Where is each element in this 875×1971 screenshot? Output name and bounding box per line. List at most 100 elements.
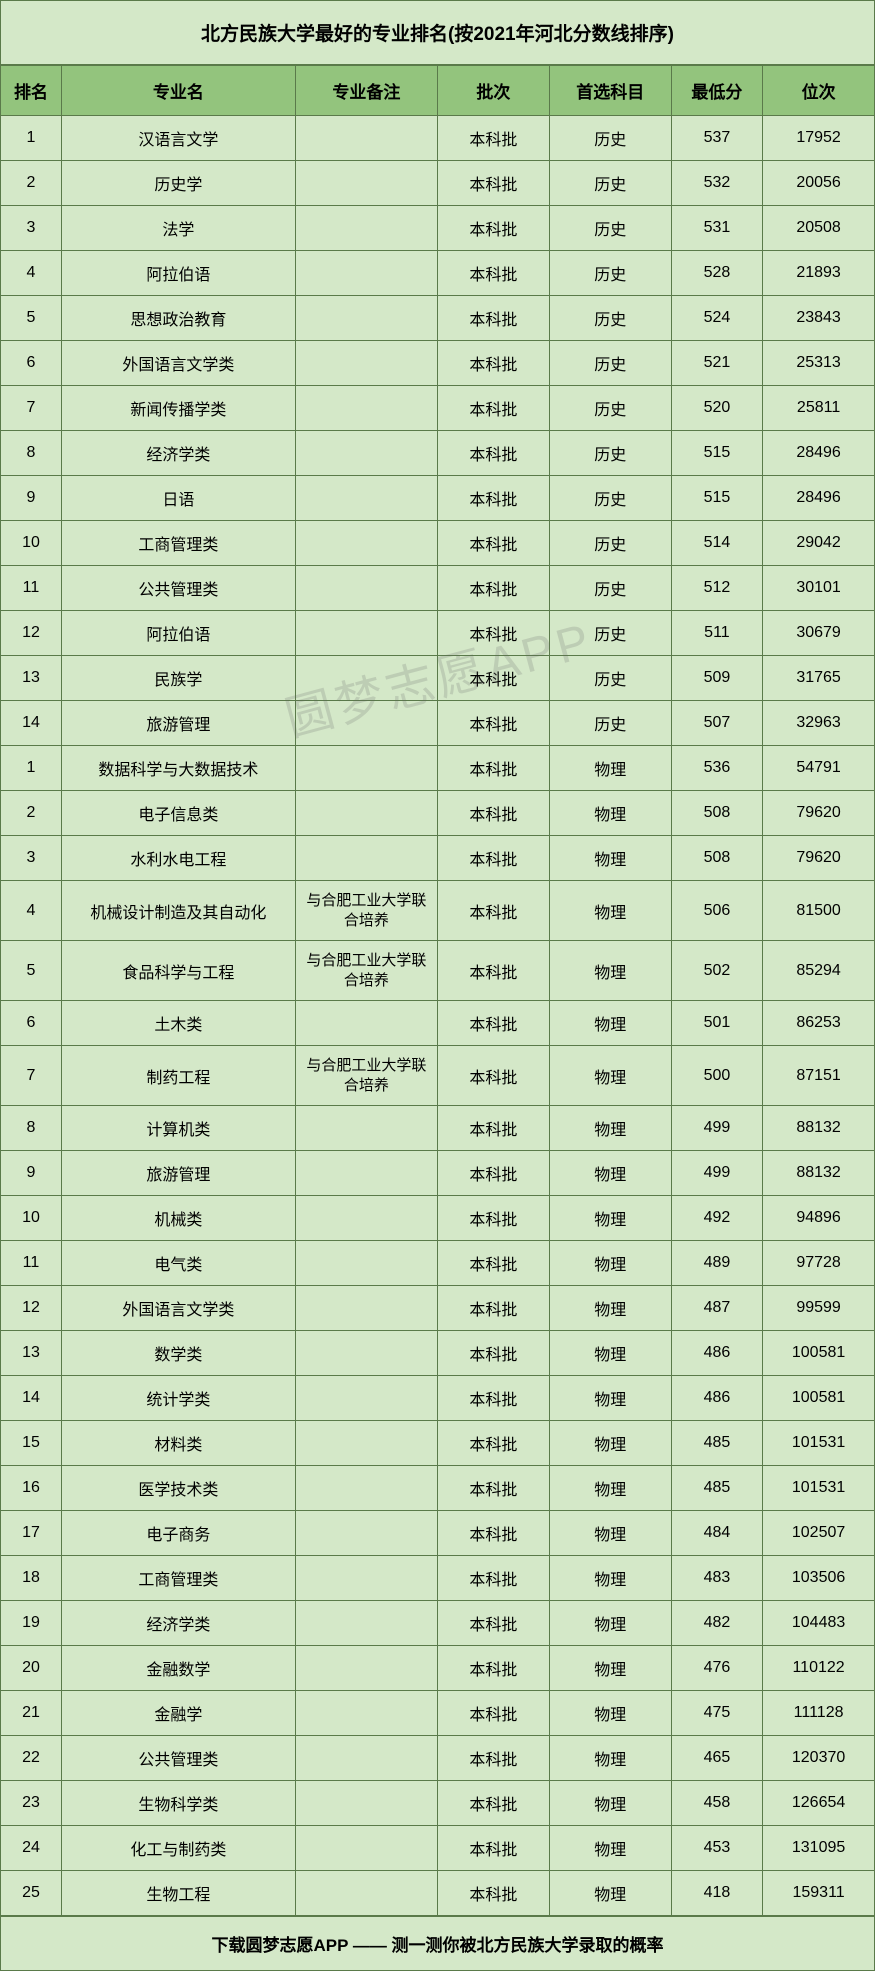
cell-batch: 本科批 [437,1556,549,1601]
cell-subject: 物理 [549,1601,671,1646]
cell-batch: 本科批 [437,881,549,941]
cell-rank: 7 [1,1046,62,1106]
cell-rank: 19 [1,1601,62,1646]
cell-subject: 物理 [549,1151,671,1196]
table-row: 17 电子商务 本科批 物理 484 102507 [1,1511,875,1556]
cell-note [295,476,437,521]
cell-batch: 本科批 [437,476,549,521]
cell-position: 54791 [763,746,875,791]
cell-score: 532 [671,161,762,206]
table-row: 8 经济学类 本科批 历史 515 28496 [1,431,875,476]
cell-subject: 历史 [549,566,671,611]
cell-score: 499 [671,1151,762,1196]
header-rank: 排名 [1,66,62,116]
cell-major: 食品科学与工程 [61,941,295,1001]
cell-score: 512 [671,566,762,611]
cell-note [295,161,437,206]
cell-position: 79620 [763,836,875,881]
cell-major: 水利水电工程 [61,836,295,881]
table-row: 7 新闻传播学类 本科批 历史 520 25811 [1,386,875,431]
cell-position: 30679 [763,611,875,656]
cell-position: 28496 [763,476,875,521]
cell-score: 485 [671,1421,762,1466]
cell-batch: 本科批 [437,521,549,566]
table-row: 13 数学类 本科批 物理 486 100581 [1,1331,875,1376]
cell-rank: 17 [1,1511,62,1556]
cell-subject: 历史 [549,341,671,386]
cell-rank: 1 [1,116,62,161]
cell-batch: 本科批 [437,1241,549,1286]
cell-score: 476 [671,1646,762,1691]
cell-rank: 3 [1,206,62,251]
cell-batch: 本科批 [437,941,549,1001]
cell-position: 88132 [763,1151,875,1196]
cell-rank: 1 [1,746,62,791]
cell-rank: 6 [1,1001,62,1046]
cell-position: 81500 [763,881,875,941]
cell-major: 机械类 [61,1196,295,1241]
cell-major: 制药工程 [61,1046,295,1106]
cell-rank: 9 [1,1151,62,1196]
cell-subject: 历史 [549,296,671,341]
cell-rank: 5 [1,941,62,1001]
cell-subject: 物理 [549,1871,671,1916]
cell-major: 日语 [61,476,295,521]
cell-subject: 物理 [549,1331,671,1376]
table-row: 3 法学 本科批 历史 531 20508 [1,206,875,251]
cell-major: 机械设计制造及其自动化 [61,881,295,941]
cell-score: 501 [671,1001,762,1046]
cell-subject: 物理 [549,1781,671,1826]
cell-major: 法学 [61,206,295,251]
cell-note [295,1286,437,1331]
cell-subject: 历史 [549,611,671,656]
cell-subject: 物理 [549,1001,671,1046]
cell-subject: 物理 [549,1826,671,1871]
cell-major: 化工与制药类 [61,1826,295,1871]
cell-note [295,1331,437,1376]
cell-position: 30101 [763,566,875,611]
table-row: 18 工商管理类 本科批 物理 483 103506 [1,1556,875,1601]
cell-score: 453 [671,1826,762,1871]
table-row: 9 日语 本科批 历史 515 28496 [1,476,875,521]
cell-subject: 物理 [549,1421,671,1466]
cell-batch: 本科批 [437,1826,549,1871]
cell-score: 485 [671,1466,762,1511]
cell-major: 思想政治教育 [61,296,295,341]
cell-score: 486 [671,1331,762,1376]
cell-major: 公共管理类 [61,566,295,611]
cell-batch: 本科批 [437,836,549,881]
cell-batch: 本科批 [437,1871,549,1916]
cell-subject: 物理 [549,881,671,941]
cell-note [295,1001,437,1046]
cell-batch: 本科批 [437,1046,549,1106]
cell-score: 484 [671,1511,762,1556]
cell-score: 418 [671,1871,762,1916]
cell-rank: 12 [1,611,62,656]
cell-subject: 物理 [549,1286,671,1331]
cell-score: 465 [671,1736,762,1781]
cell-note [295,521,437,566]
cell-major: 电子信息类 [61,791,295,836]
cell-rank: 13 [1,656,62,701]
cell-note [295,656,437,701]
header-subject: 首选科目 [549,66,671,116]
cell-major: 统计学类 [61,1376,295,1421]
cell-score: 508 [671,836,762,881]
header-batch: 批次 [437,66,549,116]
cell-score: 536 [671,746,762,791]
cell-major: 经济学类 [61,1601,295,1646]
cell-subject: 物理 [549,1511,671,1556]
cell-major: 外国语言文学类 [61,1286,295,1331]
cell-position: 28496 [763,431,875,476]
cell-position: 94896 [763,1196,875,1241]
table-row: 11 电气类 本科批 物理 489 97728 [1,1241,875,1286]
cell-rank: 23 [1,1781,62,1826]
cell-score: 486 [671,1376,762,1421]
cell-note [295,1601,437,1646]
cell-major: 民族学 [61,656,295,701]
cell-rank: 8 [1,431,62,476]
cell-position: 25811 [763,386,875,431]
cell-major: 数据科学与大数据技术 [61,746,295,791]
cell-note: 与合肥工业大学联合培养 [295,941,437,1001]
cell-note [295,1871,437,1916]
